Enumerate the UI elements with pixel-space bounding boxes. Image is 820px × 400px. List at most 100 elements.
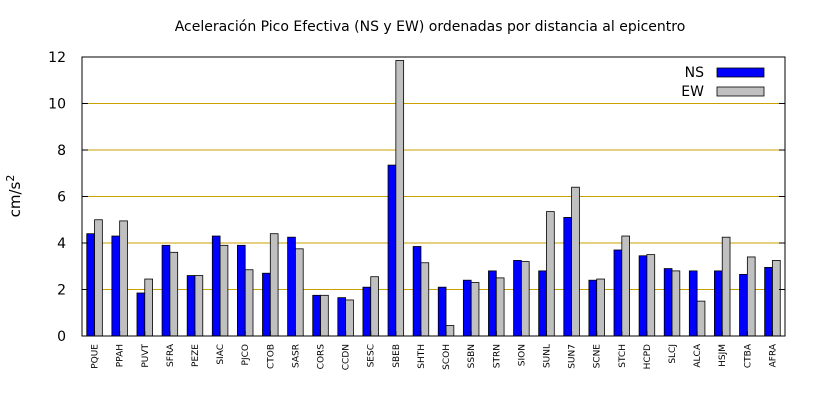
y-tick-label: 4: [57, 236, 66, 252]
x-tick-label: CORS: [317, 344, 327, 370]
bar-ew-sun7: [571, 186, 580, 337]
bar-ns-sasr: [287, 236, 296, 337]
bar-ew-alca: [696, 300, 706, 337]
bar-ew-strn: [495, 277, 505, 337]
y-axis-label-exponent: 2: [4, 175, 17, 182]
bar-ns-ccdn: [337, 297, 347, 337]
x-tick-label: HSJM: [718, 344, 728, 367]
chart-title: Aceleración Pico Efectiva (NS y EW) orde…: [175, 19, 686, 35]
bar-ew-ccdn: [345, 299, 354, 337]
x-tick-label: SESC: [367, 344, 377, 367]
bar-ew-pjco: [244, 269, 254, 337]
x-tick-label: SBEB: [392, 344, 402, 368]
bar-ns-sion: [513, 260, 522, 337]
x-tick-label: PQUE: [91, 344, 101, 369]
bar-ew-sion: [520, 261, 530, 337]
y-tick-label: 2: [57, 283, 66, 299]
x-tick-label: SLCJ: [668, 344, 678, 364]
y-tick-label: 8: [57, 143, 66, 159]
x-tick-label: CTBA: [743, 343, 753, 368]
bar-ns-puvt: [136, 292, 146, 337]
y-tick-label: 10: [48, 97, 66, 113]
x-tick-label: SCOH: [442, 344, 452, 370]
y-tick-label: 6: [57, 190, 66, 206]
x-tick-label: SASR: [291, 344, 301, 368]
x-tick-label: SUN7: [568, 344, 578, 369]
x-tick-label: PPAH: [116, 344, 126, 367]
x-tick-label: SIAC: [216, 344, 226, 365]
bar-ns-ctob: [262, 272, 271, 337]
bar-ns-strn: [488, 270, 497, 337]
bar-ew-siac: [219, 244, 229, 337]
bar-ns-sbeb: [387, 164, 397, 337]
bar-ew-sasr: [295, 248, 304, 337]
x-tick-label: PJCO: [241, 344, 251, 365]
bar-ew-sunl: [546, 211, 555, 337]
x-tick-label: SCNE: [593, 344, 603, 369]
x-tick-label: SHTH: [417, 344, 427, 369]
bar-ns-peze: [186, 275, 196, 337]
x-tick-label: CCDN: [342, 344, 352, 370]
legend-label-ns: NS: [685, 65, 704, 81]
bar-ns-hcpd: [638, 255, 648, 337]
bar-ns-cors: [312, 294, 321, 337]
bar-ew-ssbn: [470, 282, 480, 337]
x-tick-label: AFRA: [768, 343, 778, 367]
x-tick-label: PEZE: [191, 344, 201, 367]
legend-label-ew: EW: [681, 84, 704, 100]
bar-ew-ctob: [269, 233, 279, 337]
y-axis-label-unit: cm/s: [6, 181, 24, 217]
bar-ns-shth: [412, 246, 422, 337]
bar-ew-peze: [194, 275, 204, 337]
bar-ns-sfra: [161, 244, 171, 337]
bar-ns-ppah: [111, 235, 121, 337]
x-tick-label: ALCA: [693, 343, 703, 367]
bar-ns-sun7: [563, 217, 572, 337]
bars-layer: [86, 60, 781, 337]
y-axis-label: cm/s2: [4, 175, 24, 218]
bar-ew-scne: [596, 278, 605, 337]
bar-ew-pque: [94, 219, 103, 337]
y-axis-ticks: 0 2 4 6 8 10 12: [48, 50, 785, 345]
bar-ns-ctba: [739, 273, 748, 337]
bar-ew-hsjm: [721, 236, 731, 337]
x-tick-label: CTOB: [266, 344, 276, 369]
x-tick-label: PUVT: [141, 344, 151, 368]
grid-layer: [82, 103, 785, 290]
x-axis-ticks: PQUE PPAH PUVT SFRA PEZE SIAC PJCO CTOB SASR CORS…: [91, 331, 778, 370]
bar-ns-ssbn: [462, 279, 472, 337]
bar-ew-ppah: [119, 220, 128, 337]
x-tick-label: SFRA: [166, 343, 176, 367]
bar-ew-afra: [772, 260, 781, 337]
bar-ns-alca: [688, 270, 698, 337]
bar-ns-afra: [764, 267, 773, 337]
bar-ew-ctba: [746, 256, 756, 337]
x-tick-label: STRN: [492, 344, 502, 368]
y-tick-label: 0: [57, 329, 66, 345]
bar-ew-sfra: [169, 251, 179, 337]
legend: NS EW: [681, 65, 765, 100]
bar-ew-hcpd: [646, 254, 656, 337]
x-tick-label: SION: [517, 344, 527, 366]
bar-ns-sunl: [538, 270, 547, 337]
bar-ns-hsjm: [714, 270, 723, 337]
bar-ns-stch: [613, 249, 623, 337]
bar-ns-pjco: [236, 244, 246, 337]
x-tick-label: SSBN: [467, 344, 477, 368]
bar-ew-shth: [420, 262, 430, 337]
bar-ew-scoh: [445, 325, 455, 337]
bar-ns-slcj: [663, 268, 673, 337]
bar-ew-sbeb: [395, 60, 405, 337]
bar-ns-siac: [211, 235, 221, 337]
bar-ew-sesc: [370, 276, 379, 337]
bar-ew-stch: [621, 235, 630, 337]
bar-ew-puvt: [144, 278, 153, 337]
bar-ns-pque: [86, 233, 95, 337]
bar-ew-cors: [320, 294, 329, 337]
y-tick-label: 12: [48, 50, 66, 66]
bar-ns-sesc: [362, 286, 372, 337]
x-tick-label: SUNL: [542, 344, 552, 368]
bar-ns-scne: [588, 279, 598, 337]
